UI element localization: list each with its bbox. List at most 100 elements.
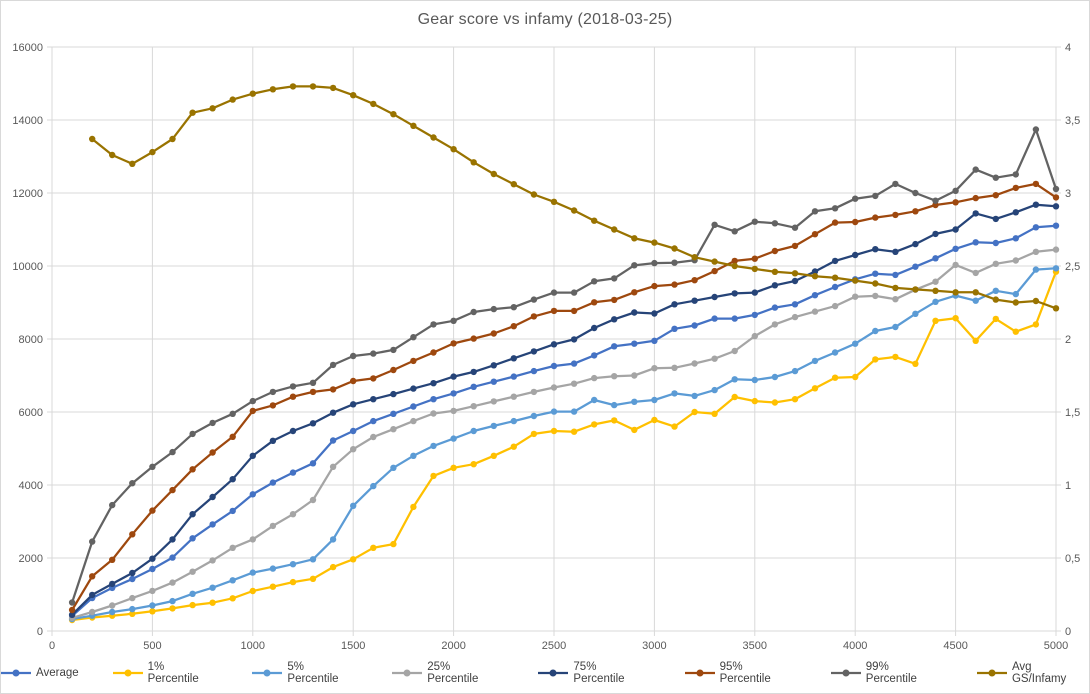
- series-point-25-percentile: [309, 496, 317, 504]
- series-point-avg-gs-infamy: [269, 86, 277, 93]
- series-point-5-percentile: [651, 396, 658, 404]
- series-point-5-percentile: [470, 427, 477, 435]
- series-point-1-percentile: [249, 587, 256, 595]
- series-point-95-percentile: [872, 214, 879, 221]
- series-point-99-percentile: [570, 289, 578, 296]
- series-point-75-percentile: [490, 362, 497, 369]
- series-point-5-percentile: [249, 569, 256, 576]
- series-point-75-percentile: [209, 493, 216, 501]
- series-point-1-percentile: [149, 608, 156, 615]
- legend-line-marker-icon: [392, 669, 423, 677]
- legend-item-75-percentile[interactable]: 75% Percentile: [538, 661, 650, 685]
- legend-item-95-percentile[interactable]: 95% Percentile: [684, 661, 797, 685]
- series-point-75-percentile: [89, 591, 96, 599]
- series-point-99-percentile: [490, 305, 497, 313]
- series-point-average: [831, 283, 839, 291]
- series-point-95-percentile: [952, 199, 959, 206]
- series-point-99-percentile: [811, 208, 819, 215]
- series-point-5-percentile: [129, 605, 136, 613]
- x-tick-label: 2500: [542, 640, 566, 652]
- y-left-tick-label: 4000: [19, 480, 43, 492]
- series-point-5-percentile: [329, 536, 337, 543]
- legend-item-1-percentile[interactable]: 1% Percentile: [112, 661, 219, 685]
- series-point-75-percentile: [671, 301, 678, 308]
- series-point-5-percentile: [410, 452, 417, 459]
- series-point-75-percentile: [169, 536, 176, 543]
- series-point-average: [691, 322, 698, 329]
- series-point-average: [731, 315, 738, 322]
- series-point-average: [329, 437, 337, 444]
- series-point-25-percentile: [390, 426, 397, 433]
- series-point-5-percentile: [852, 340, 859, 347]
- series-point-99-percentile: [169, 448, 176, 456]
- series-point-25-percentile: [932, 278, 939, 285]
- series-point-25-percentile: [229, 544, 236, 551]
- series-point-99-percentile: [89, 538, 96, 545]
- series-point-75-percentile: [189, 511, 196, 518]
- series-point-average: [872, 270, 879, 277]
- series-point-1-percentile: [189, 601, 196, 609]
- series-point-average: [711, 315, 718, 322]
- series-point-95-percentile: [89, 573, 96, 580]
- series-point-99-percentile: [631, 262, 638, 269]
- series-point-5-percentile: [611, 401, 618, 409]
- series-point-5-percentile: [811, 357, 819, 365]
- series-point-average: [771, 304, 779, 311]
- series-point-1-percentile: [591, 421, 598, 428]
- legend-item-25-percentile[interactable]: 25% Percentile: [392, 661, 504, 685]
- series-point-99-percentile: [591, 278, 598, 285]
- series-point-5-percentile: [972, 297, 979, 304]
- y-left-tick-label: 12000: [12, 188, 43, 200]
- series-point-avg-gs-infamy: [209, 105, 216, 112]
- series-point-75-percentile: [530, 348, 538, 355]
- legend-item-5-percentile[interactable]: 5% Percentile: [252, 661, 358, 685]
- series-point-75-percentile: [269, 437, 277, 444]
- series-point-average: [811, 292, 819, 299]
- series-point-99-percentile: [109, 501, 116, 509]
- series-point-average: [952, 245, 959, 252]
- series-point-avg-gs-infamy: [249, 90, 256, 97]
- series-point-avg-gs-infamy: [309, 83, 317, 90]
- legend-item-average[interactable]: Average: [1, 667, 79, 679]
- legend-line-marker-icon: [538, 669, 569, 677]
- series-point-95-percentile: [892, 211, 899, 219]
- series-point-25-percentile: [1052, 246, 1060, 253]
- series-point-95-percentile: [189, 466, 196, 473]
- series-point-5-percentile: [450, 435, 457, 442]
- series-point-75-percentile: [811, 268, 819, 275]
- series-point-1-percentile: [872, 356, 879, 363]
- series-point-5-percentile: [149, 602, 156, 609]
- series-point-1-percentile: [129, 610, 136, 617]
- series-point-25-percentile: [872, 292, 879, 300]
- y-left-tick-label: 6000: [19, 407, 43, 419]
- series-point-average: [791, 301, 799, 308]
- chart-legend: Average 1% Percentile 5% Percentile 25% Per…: [1, 661, 1089, 685]
- series-point-99-percentile: [992, 174, 999, 181]
- series-point-99-percentile: [731, 228, 738, 235]
- series-point-average: [229, 507, 236, 515]
- series-point-1-percentile: [390, 540, 397, 548]
- series-point-25-percentile: [370, 433, 377, 441]
- series-point-1-percentile: [329, 563, 337, 571]
- series-point-75-percentile: [932, 230, 939, 238]
- x-tick-label: 5000: [1044, 640, 1068, 652]
- x-tick-label: 500: [143, 640, 161, 652]
- legend-item-avg-gs-infamy[interactable]: Avg GS/Infamy: [977, 661, 1089, 685]
- series-point-avg-gs-infamy: [952, 289, 959, 296]
- series-point-1-percentile: [309, 575, 317, 582]
- series-point-5-percentile: [872, 327, 879, 335]
- series-point-avg-gs-infamy: [149, 148, 156, 156]
- series-point-25-percentile: [711, 355, 718, 362]
- series-point-avg-gs-infamy: [651, 239, 658, 246]
- series-point-95-percentile: [651, 282, 658, 290]
- series-point-99-percentile: [852, 195, 859, 202]
- series-point-5-percentile: [912, 310, 919, 317]
- series-point-average: [550, 362, 558, 370]
- series-point-25-percentile: [651, 365, 658, 372]
- series-point-99-percentile: [249, 397, 256, 405]
- legend-item-99-percentile[interactable]: 99% Percentile: [830, 661, 943, 685]
- series-point-99-percentile: [530, 296, 538, 303]
- y-left-tick-label: 16000: [12, 42, 43, 54]
- series-point-avg-gs-infamy: [671, 245, 678, 252]
- series-point-95-percentile: [570, 307, 578, 315]
